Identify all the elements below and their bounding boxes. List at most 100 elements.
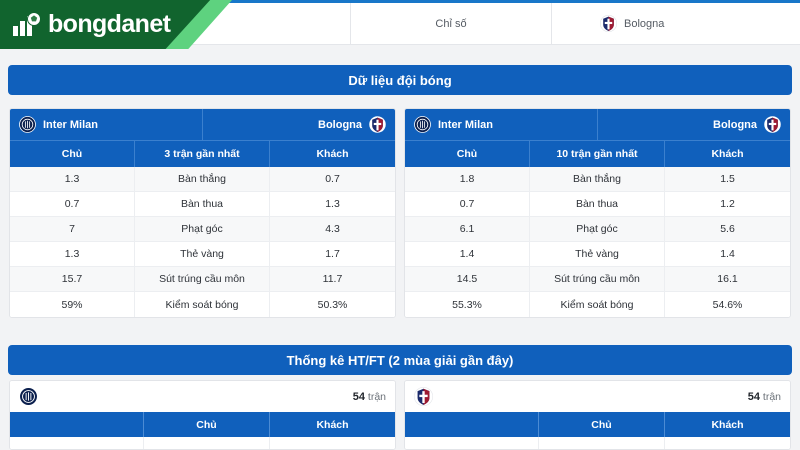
cell-home: 59% [10, 292, 135, 317]
table-away-team: Bologna [597, 109, 790, 140]
htft-panel-away: 54 trận Chủ Khách [404, 380, 791, 450]
htft-count-unit: trận [762, 390, 781, 403]
cell-home: 6.1 [405, 217, 530, 242]
htft-body-start [10, 437, 395, 449]
cell-label: Thẻ vàng [135, 242, 270, 267]
htft-count-value: 54 [352, 390, 365, 403]
cell-away: 50.3% [317, 298, 348, 311]
bar-chart-ball-icon [12, 11, 42, 38]
htft-panel-home: 54 trận Chủ Khách [9, 380, 396, 450]
cell-home: 1.4 [405, 242, 530, 267]
table-row: 55.3% Kiểm soát bóng 54.6% [405, 292, 790, 317]
cell-home: 14.5 [405, 267, 530, 292]
cell-label: Kiểm soát bóng [135, 292, 270, 317]
table-home-team-name: Inter Milan [438, 118, 494, 131]
cell-away: 54.6% [712, 298, 743, 311]
htft-column-headers: Chủ Khách [10, 412, 395, 437]
cell-away: 16.1 [665, 267, 790, 292]
cell-label: Bàn thua [135, 192, 270, 217]
column-header-home: Chủ [405, 141, 530, 167]
htft-body-cell [405, 437, 539, 449]
metric-label: Chỉ số [435, 17, 467, 30]
match-header-away-team[interactable]: Bologna [552, 3, 800, 44]
table-row: 0.7 Bàn thua 1.2 [405, 192, 790, 217]
htft-panel-header: 54 trận [10, 381, 395, 412]
cell-label: Kiểm soát bóng [530, 292, 665, 317]
cell-label: Phạt góc [135, 217, 270, 242]
cell-away: 5.6 [665, 217, 790, 242]
cell-home: 0.7 [405, 192, 530, 217]
table-team-banner: Inter Milan Bologna [405, 109, 790, 140]
htft-body-cell [539, 437, 665, 449]
away-team-name: Bologna [624, 17, 665, 30]
htft-header-away: Khách [316, 418, 349, 431]
column-header-away: Khách [711, 148, 744, 160]
table-row: 15.7 Sút trúng cầu môn 11.7 [10, 267, 395, 292]
cell-label: Bàn thắng [135, 167, 270, 192]
bologna-crest-icon [369, 116, 386, 133]
htft-body-cell [270, 437, 395, 449]
table-row: 0.7 Bàn thua 1.3 [10, 192, 395, 217]
htft-body-cell [10, 437, 144, 449]
htft-header-away: Khách [711, 418, 744, 431]
column-header-home: Chủ [10, 141, 135, 167]
cell-label: Bàn thắng [530, 167, 665, 192]
cell-label: Sút trúng cầu môn [135, 267, 270, 292]
cell-away: 0.7 [270, 167, 395, 192]
cell-away: 1.7 [270, 242, 395, 267]
cell-home: 0.7 [10, 192, 135, 217]
cell-home: 1.3 [10, 242, 135, 267]
table-row: 1.8 Bàn thắng 1.5 [405, 167, 790, 192]
top-accent-line [0, 0, 800, 3]
inter-milan-crest-icon [19, 387, 38, 406]
cell-label: Bàn thua [530, 192, 665, 217]
cell-away: 11.7 [270, 267, 395, 292]
cell-home: 55.3% [405, 292, 530, 317]
cell-home: 7 [10, 217, 135, 242]
stats-table-recent-3: Inter Milan Bologna Chủ 3 trận gần nhất [9, 108, 396, 318]
htft-body-start [405, 437, 790, 449]
htft-header-blank [10, 412, 144, 437]
htft-count-value: 54 [747, 390, 760, 403]
table-row: 14.5 Sút trúng cầu môn 16.1 [405, 267, 790, 292]
htft-match-count: 54 trận [748, 391, 781, 403]
brand-logo[interactable]: bongdanet [0, 0, 232, 49]
column-header-period: 3 trận gần nhất [135, 141, 270, 167]
table-home-team-name: Inter Milan [43, 118, 99, 131]
htft-body-cell [665, 437, 790, 449]
table-home-team: Inter Milan [10, 109, 202, 140]
bologna-crest-icon [600, 15, 617, 32]
table-column-headers: Chủ 3 trận gần nhất Khách [10, 140, 395, 167]
cell-home: 15.7 [10, 267, 135, 292]
brand-name: bongdanet [48, 10, 171, 38]
cell-label: Sút trúng cầu môn [530, 267, 665, 292]
inter-milan-crest-icon [19, 116, 36, 133]
htft-column-headers: Chủ Khách [405, 412, 790, 437]
table-away-team-name: Bologna [318, 118, 362, 131]
htft-header-home: Chủ [144, 412, 270, 437]
column-header-away: Khách [316, 148, 349, 160]
cell-away: 1.3 [270, 192, 395, 217]
htft-panel-header: 54 trận [405, 381, 790, 412]
inter-milan-crest-icon [414, 116, 431, 133]
table-row: 1.3 Bàn thắng 0.7 [10, 167, 395, 192]
table-row: 6.1 Phạt góc 5.6 [405, 217, 790, 242]
column-header-period: 10 trận gần nhất [530, 141, 665, 167]
cell-home: 1.8 [405, 167, 530, 192]
table-team-banner: Inter Milan Bologna [10, 109, 395, 140]
table-row: 59% Kiểm soát bóng 50.3% [10, 292, 395, 317]
section-title-team-data: Dữ liệu đội bóng [8, 65, 792, 95]
htft-body-cell [144, 437, 270, 449]
cell-away: 1.4 [665, 242, 790, 267]
bologna-crest-icon [764, 116, 781, 133]
table-row: 1.4 Thẻ vàng 1.4 [405, 242, 790, 267]
bologna-crest-icon [414, 387, 433, 406]
table-row: 7 Phạt góc 4.3 [10, 217, 395, 242]
cell-away: 4.3 [270, 217, 395, 242]
stats-table-recent-10: Inter Milan Bologna Chủ 10 trận gần nhất [404, 108, 791, 318]
table-home-team: Inter Milan [405, 109, 597, 140]
cell-label: Phạt góc [530, 217, 665, 242]
match-header-metric[interactable]: Chỉ số [351, 3, 552, 44]
htft-count-unit: trận [367, 390, 386, 403]
